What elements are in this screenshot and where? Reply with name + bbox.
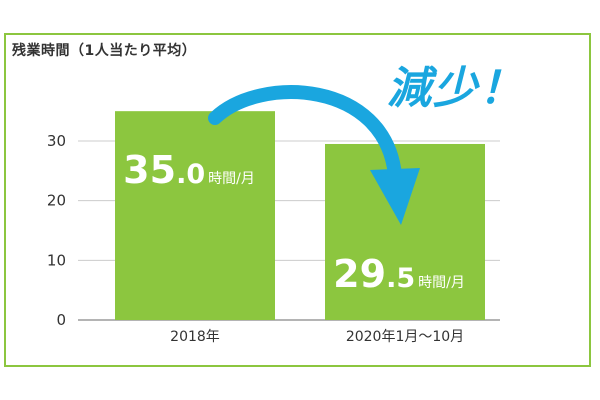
- bar: [115, 111, 275, 321]
- data-label: 29.5 時間/月: [333, 252, 465, 296]
- decrease-arrow-icon: [208, 85, 402, 182]
- x-tick-label: 2018年: [170, 329, 220, 345]
- y-tick-label: 20: [47, 192, 66, 210]
- y-tick-label: 10: [47, 251, 66, 269]
- data-label: 35.0 時間/月: [123, 148, 255, 192]
- y-tick-label: 0: [56, 311, 66, 329]
- x-tick-label: 2020年1月〜10月: [346, 329, 464, 345]
- chart-title: 残業時間（1人当たり平均）: [12, 43, 197, 59]
- y-tick-label: 30: [47, 132, 66, 150]
- decrease-annotation: 減少！: [387, 63, 525, 114]
- decrease-arrowhead-icon: [370, 168, 420, 225]
